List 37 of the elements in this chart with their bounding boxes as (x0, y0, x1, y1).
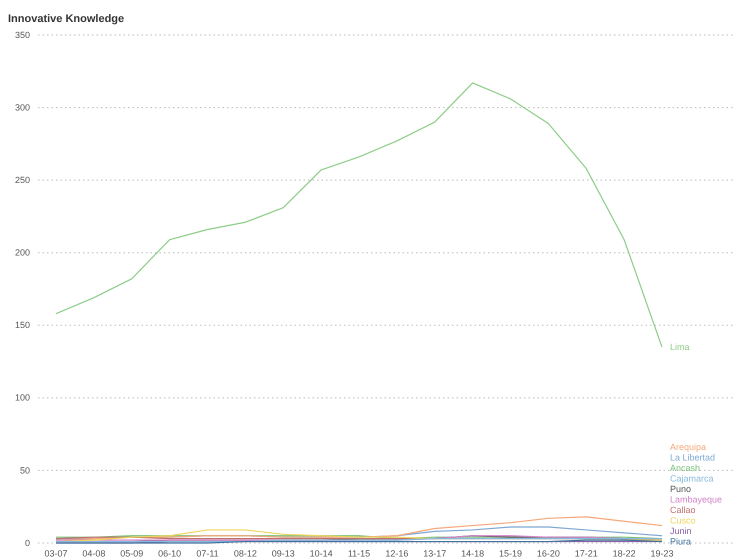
x-tick-label: 13-17 (423, 548, 446, 558)
x-tick-label: 04-08 (82, 548, 106, 558)
x-tick-label: 10-14 (310, 548, 333, 558)
text: Callao (670, 505, 696, 516)
x-tick-label: 07-11 (196, 548, 219, 558)
y-tick-label: 100 (14, 392, 30, 403)
x-tick-label: 14-18 (461, 548, 484, 558)
x-tick-label: 18-22 (612, 548, 636, 558)
series-label: Cusco (670, 516, 696, 526)
chart-title: Innovative Knowledge (8, 13, 124, 25)
y-tick-label: 150 (14, 320, 30, 330)
series-label: Junin (670, 526, 692, 536)
x-tick-label: 05-09 (120, 548, 144, 558)
y-tick-label: 350 (14, 30, 30, 40)
x-tick-label: 15-19 (498, 548, 522, 558)
text: Lambayeque (670, 494, 722, 505)
text: Arequipa (670, 442, 706, 452)
x-tick-label: 08-12 (234, 548, 257, 558)
text: Ancash (670, 463, 700, 474)
x-tick-label: 19-23 (650, 548, 674, 558)
x-tick-label: 16-20 (536, 548, 560, 558)
y-tick-label: 250 (14, 175, 30, 186)
y-tick-label: 200 (14, 248, 30, 258)
text: Cajamarca (670, 474, 714, 484)
y-tick-label: 50 (20, 465, 30, 476)
x-tick-label: 11-15 (348, 548, 370, 558)
x-tick-label: 03-07 (44, 548, 68, 558)
series-label: Lima (670, 342, 690, 352)
y-tick-label: 300 (14, 102, 30, 112)
x-tick-label: 12-16 (385, 548, 408, 558)
x-tick-label: 06-10 (158, 548, 182, 558)
text: La Libertad (670, 452, 716, 463)
series-label: Piura (670, 536, 692, 547)
x-tick-label: 17-21 (574, 548, 598, 558)
text: Puno (670, 484, 692, 494)
y-tick-label: 0 (24, 538, 30, 548)
x-tick-label: 09-13 (272, 548, 295, 558)
